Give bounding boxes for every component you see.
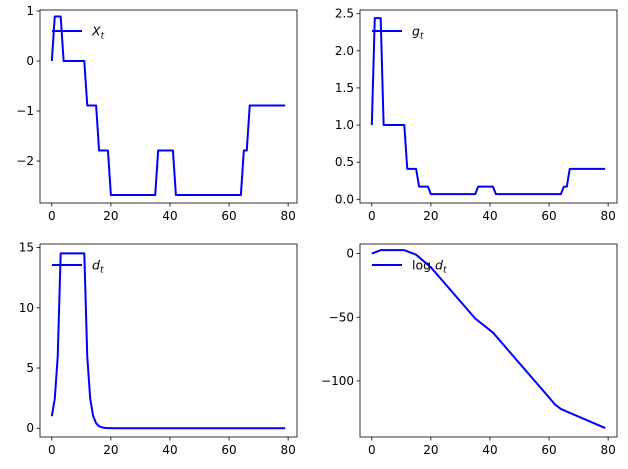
y-tick-label: −1 <box>16 104 34 118</box>
x-tick-label: 80 <box>600 209 615 223</box>
x-tick-label: 60 <box>541 209 556 223</box>
x-tick-label: 20 <box>423 443 438 457</box>
x-tick-label: 0 <box>368 443 376 457</box>
legend-label: dt <box>92 258 104 276</box>
y-tick-label: 10 <box>19 301 34 315</box>
x-tick-label: 40 <box>162 209 177 223</box>
axes-frame <box>359 243 618 438</box>
y-tick-label: 5 <box>26 361 34 375</box>
x-tick-label: 0 <box>48 443 56 457</box>
x-tick-label: 80 <box>280 209 295 223</box>
series-line <box>50 15 286 196</box>
x-tick-label: 60 <box>541 443 556 457</box>
x-tick-label: 40 <box>482 209 497 223</box>
subplot-1: 0 20 40 60 80 −2 −1 0 1 Xt <box>16 4 298 223</box>
y-tick-label: 2.0 <box>335 44 354 58</box>
series-line <box>370 17 606 196</box>
x-tick-label: 40 <box>482 443 497 457</box>
legend-label: Xt <box>91 24 105 42</box>
y-tick-label: 0 <box>26 421 34 435</box>
y-tick-label: 1.0 <box>335 118 354 132</box>
x-tick-label: 40 <box>162 443 177 457</box>
y-tick-label: −100 <box>321 374 354 388</box>
x-tick-label: 20 <box>423 209 438 223</box>
y-tick-label: 0.5 <box>335 155 354 169</box>
y-tick-label: 0.0 <box>335 192 354 206</box>
x-tick-label: 60 <box>221 209 236 223</box>
x-tick-label: 20 <box>103 209 118 223</box>
axes-frame <box>39 9 298 204</box>
x-tick-label: 80 <box>280 443 295 457</box>
y-tick-label: 1 <box>26 4 34 18</box>
subplot-3: 0 20 40 60 80 0 5 10 15 dt <box>19 241 298 457</box>
y-tick-label: 1.5 <box>335 81 354 95</box>
x-tick-label: 0 <box>48 209 56 223</box>
y-tick-label: 2.5 <box>335 7 354 21</box>
x-tick-label: 0 <box>368 209 376 223</box>
axes-frame <box>39 243 298 438</box>
y-tick-label: 0 <box>346 247 354 261</box>
y-tick-label: 15 <box>19 241 34 255</box>
x-tick-label: 80 <box>600 443 615 457</box>
subplot-2: 0 20 40 60 80 0.0 0.5 1.0 1.5 2.0 2.5 gt <box>335 7 618 223</box>
subplot-4: 0 20 40 60 80 0 −50 −100 log dt <box>321 243 618 457</box>
y-tick-label: −2 <box>16 154 34 168</box>
axes-frame <box>359 9 618 204</box>
legend-label: gt <box>412 24 424 42</box>
series-line <box>50 252 286 430</box>
x-tick-label: 60 <box>221 443 236 457</box>
legend-label: log dt <box>412 258 447 276</box>
y-tick-label: 0 <box>26 54 34 68</box>
x-tick-label: 20 <box>103 443 118 457</box>
series-line <box>371 249 606 429</box>
y-tick-label: −50 <box>329 310 354 324</box>
